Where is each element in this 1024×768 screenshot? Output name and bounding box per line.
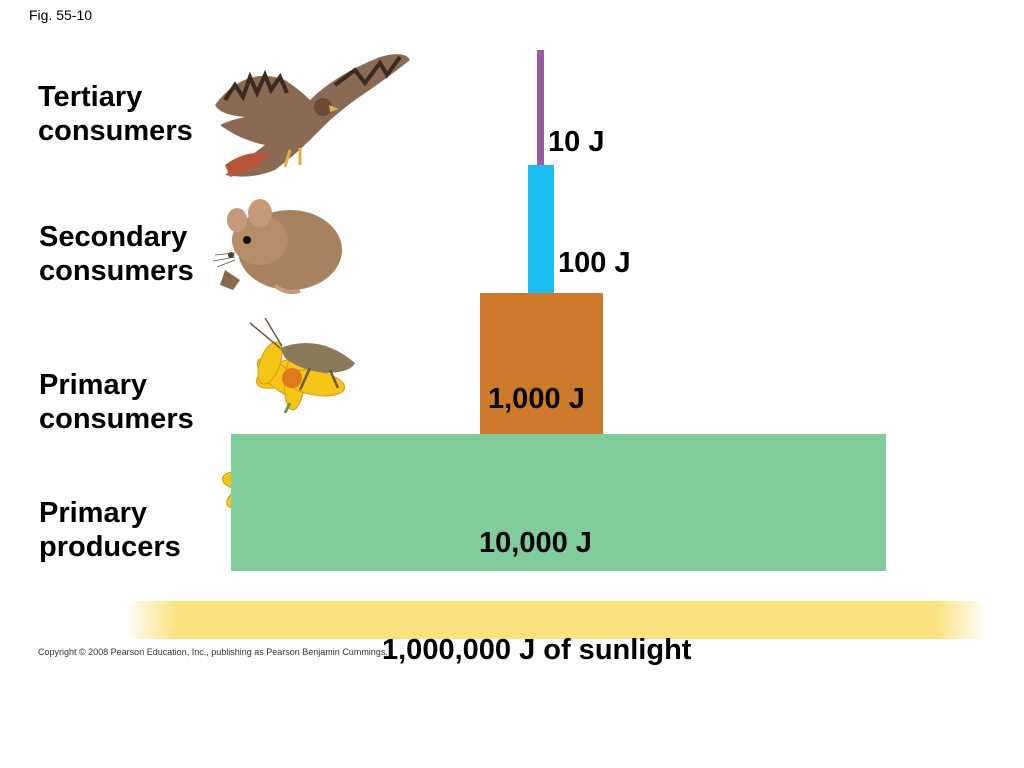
label-primary-consumers: Primary consumers (39, 368, 194, 436)
sunlight-bar (125, 601, 987, 639)
energy-label-secondary: 100 J (558, 247, 631, 279)
sunlight-label: 1,000,000 J of sunlight (382, 634, 692, 666)
label-line1: Tertiary (38, 81, 143, 113)
bar-primary-producers (231, 434, 886, 571)
energy-label-tertiary: 10 J (548, 126, 605, 158)
label-line1: Primary (39, 497, 148, 529)
label-primary-producers: Primary producers (39, 496, 181, 564)
label-line2: consumers (38, 115, 193, 147)
label-secondary-consumers: Secondary consumers (39, 220, 194, 288)
bar-tertiary-consumers (537, 50, 544, 165)
energy-label-primary-consumers: 1,000 J (488, 383, 585, 415)
copyright-text: Copyright © 2008 Pearson Education, Inc.… (38, 647, 388, 657)
label-line1: Secondary (39, 221, 188, 253)
label-line1: Primary (39, 369, 148, 401)
mouse-icon (212, 199, 342, 295)
hawk-icon (215, 54, 410, 177)
bar-secondary-consumers (528, 165, 554, 294)
energy-label-primary-producers: 10,000 J (479, 527, 592, 559)
label-line2: consumers (39, 403, 194, 435)
label-tertiary-consumers: Tertiary consumers (38, 80, 193, 148)
label-line2: producers (39, 531, 181, 563)
bar-primary-consumers (480, 293, 603, 435)
grasshopper-icon (249, 318, 355, 413)
figure-label: Fig. 55-10 (29, 7, 93, 23)
label-line2: consumers (39, 255, 194, 287)
